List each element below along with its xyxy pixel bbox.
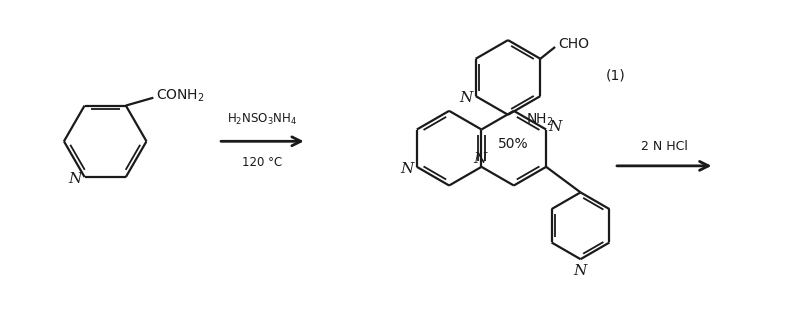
Text: N: N [68,172,82,186]
Text: 2 N HCl: 2 N HCl [641,140,688,153]
Text: N: N [459,91,473,105]
Text: 50%: 50% [497,137,528,151]
Text: (1): (1) [606,69,626,82]
Text: CONH$_2$: CONH$_2$ [156,88,205,104]
Text: CHO: CHO [558,37,589,51]
Text: N: N [573,264,586,278]
Text: NH$_2$: NH$_2$ [526,112,554,128]
Text: 120 °C: 120 °C [243,156,282,169]
Text: H$_2$NSO$_3$NH$_4$: H$_2$NSO$_3$NH$_4$ [228,112,297,127]
Text: N: N [548,119,561,134]
Text: N: N [473,152,487,166]
Text: N: N [400,162,414,176]
